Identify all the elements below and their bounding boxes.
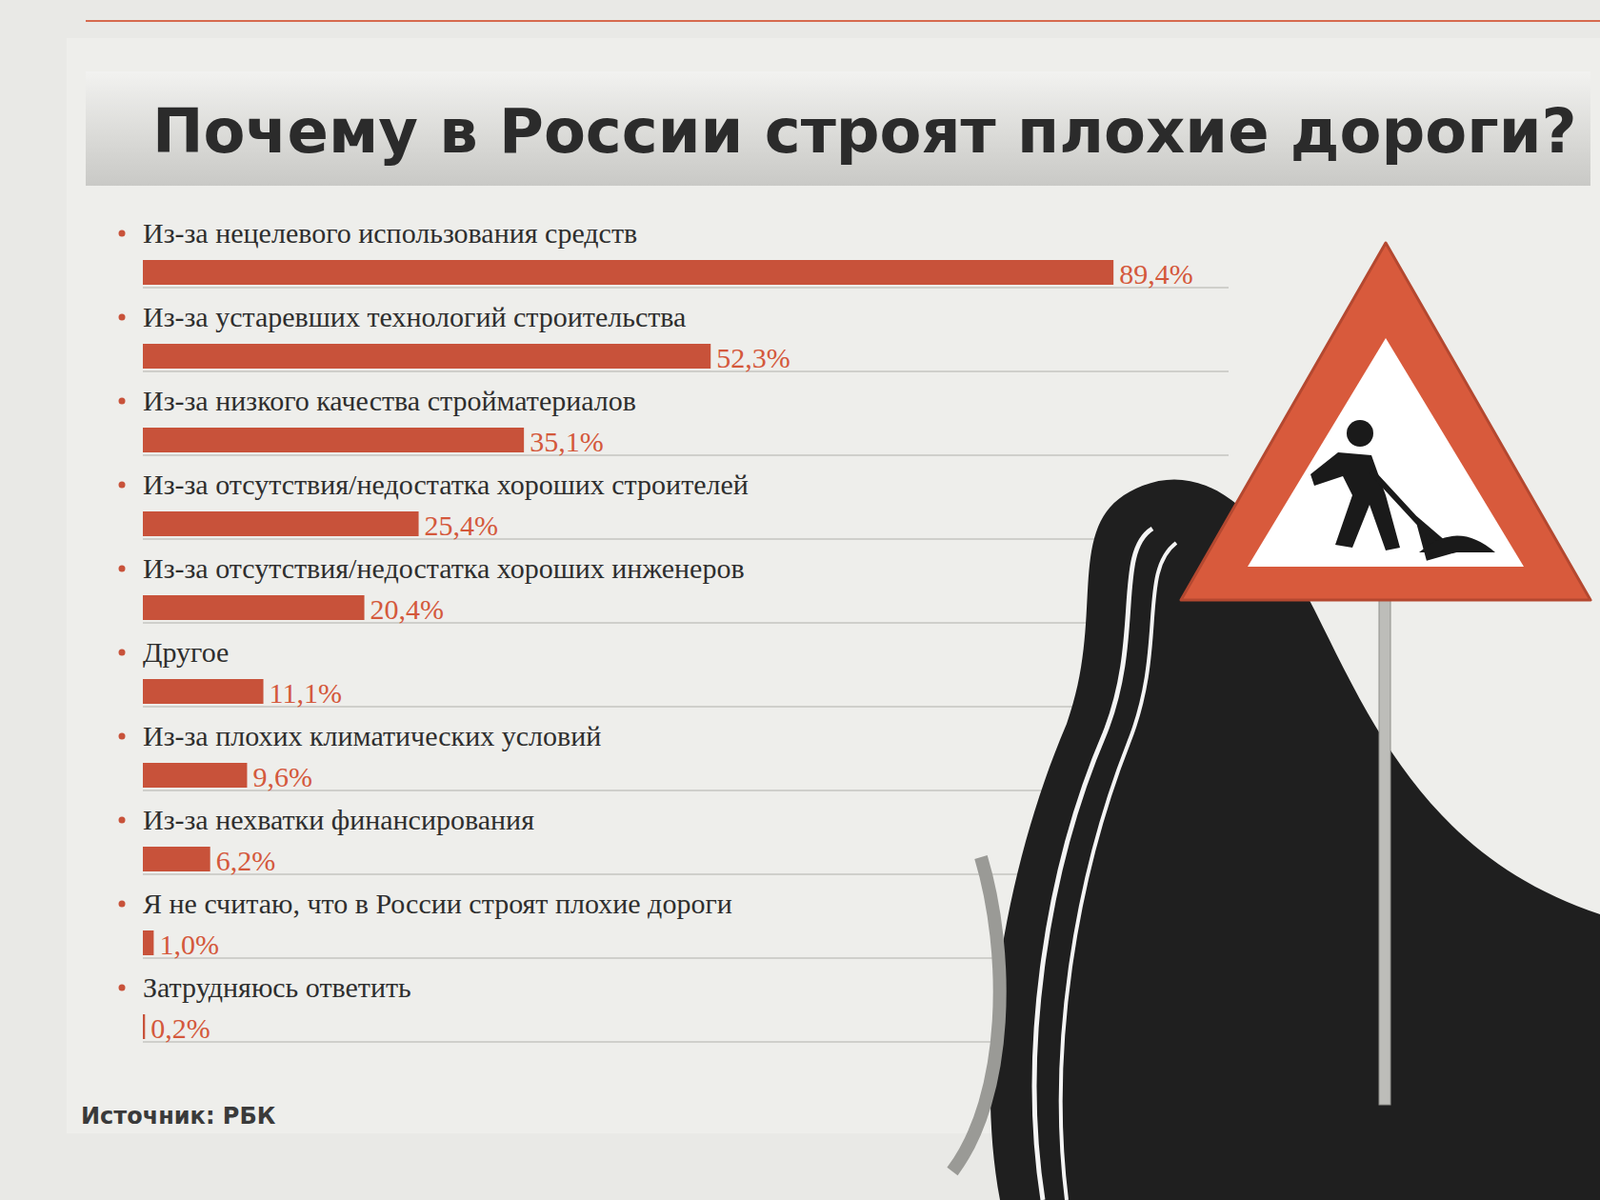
category-label: Из-за отсутствия/недостатка хороших инже… (142, 552, 745, 584)
bullet (119, 230, 126, 238)
range-line (142, 286, 1229, 289)
bullet (119, 314, 126, 321)
bullet (119, 565, 126, 573)
bar (142, 595, 365, 620)
data-label: 35,1% (529, 425, 604, 458)
bullet (119, 984, 126, 992)
category-label: Из-за устаревших технологий строительств… (142, 300, 686, 333)
category-label: Из-за низкого качества стройматериалов (142, 384, 637, 417)
bullet (119, 398, 126, 405)
category-label: Затрудняюсь ответить (142, 971, 412, 1003)
range-line (142, 454, 1229, 457)
title: Почему в России строят плохие дороги? (152, 96, 1578, 167)
source: Источник: РБК (80, 1102, 277, 1130)
sign (1180, 242, 1591, 600)
data-label: 89,4% (1119, 258, 1194, 290)
illustration (952, 242, 1600, 1200)
title-band (85, 71, 1591, 186)
range-line (142, 370, 1229, 373)
bar (142, 1014, 145, 1040)
bar (142, 343, 711, 369)
background (0, 0, 1600, 1200)
data-label: 11,1% (269, 677, 342, 709)
data-label: 9,6% (252, 760, 313, 793)
bullet (119, 733, 126, 740)
data-label: 25,4% (424, 509, 500, 541)
data-label: 52,3% (716, 341, 791, 374)
sign-inner (1247, 338, 1524, 567)
worker-head (1346, 420, 1374, 447)
road-edge (952, 857, 1000, 1172)
bar (142, 260, 1114, 285)
dirt (1419, 536, 1496, 554)
category-label: Из-за нецелевого использования средств (142, 217, 638, 249)
worker-body (1310, 452, 1400, 551)
road-line (1060, 542, 1177, 1200)
category-label: Другое (142, 636, 229, 668)
range-line (142, 621, 1229, 624)
category-label: Я не считаю, что в России строят плохие … (142, 887, 733, 920)
top-rule (85, 20, 1600, 22)
bullet (119, 481, 126, 489)
category-label: Из-за нехватки финансирования (142, 803, 535, 836)
bullet (119, 900, 126, 908)
bar (142, 679, 264, 704)
sign-post (1379, 571, 1391, 1105)
bars (142, 260, 1114, 1040)
bullet (119, 817, 126, 824)
data-label: 6,2% (216, 844, 277, 877)
bar (142, 846, 211, 872)
data-label: 0,2% (150, 1012, 211, 1044)
category-label: Из-за отсутствия/недостатка хороших стро… (142, 468, 749, 500)
range-line (142, 538, 1229, 540)
bar (142, 930, 154, 956)
data-label: 1,0% (159, 928, 220, 960)
data-label: 20,4% (370, 593, 445, 625)
bar (142, 762, 247, 788)
category-label: Из-за плохих климатических условий (142, 720, 601, 752)
chart: Почему в России строят плохие дороги? Из-… (0, 0, 1600, 1200)
bar (142, 511, 420, 537)
road-line (1034, 528, 1153, 1200)
bullet (119, 649, 126, 657)
bar (142, 427, 524, 453)
labels: Из-за нецелевого использования средств 89… (119, 217, 1194, 1044)
